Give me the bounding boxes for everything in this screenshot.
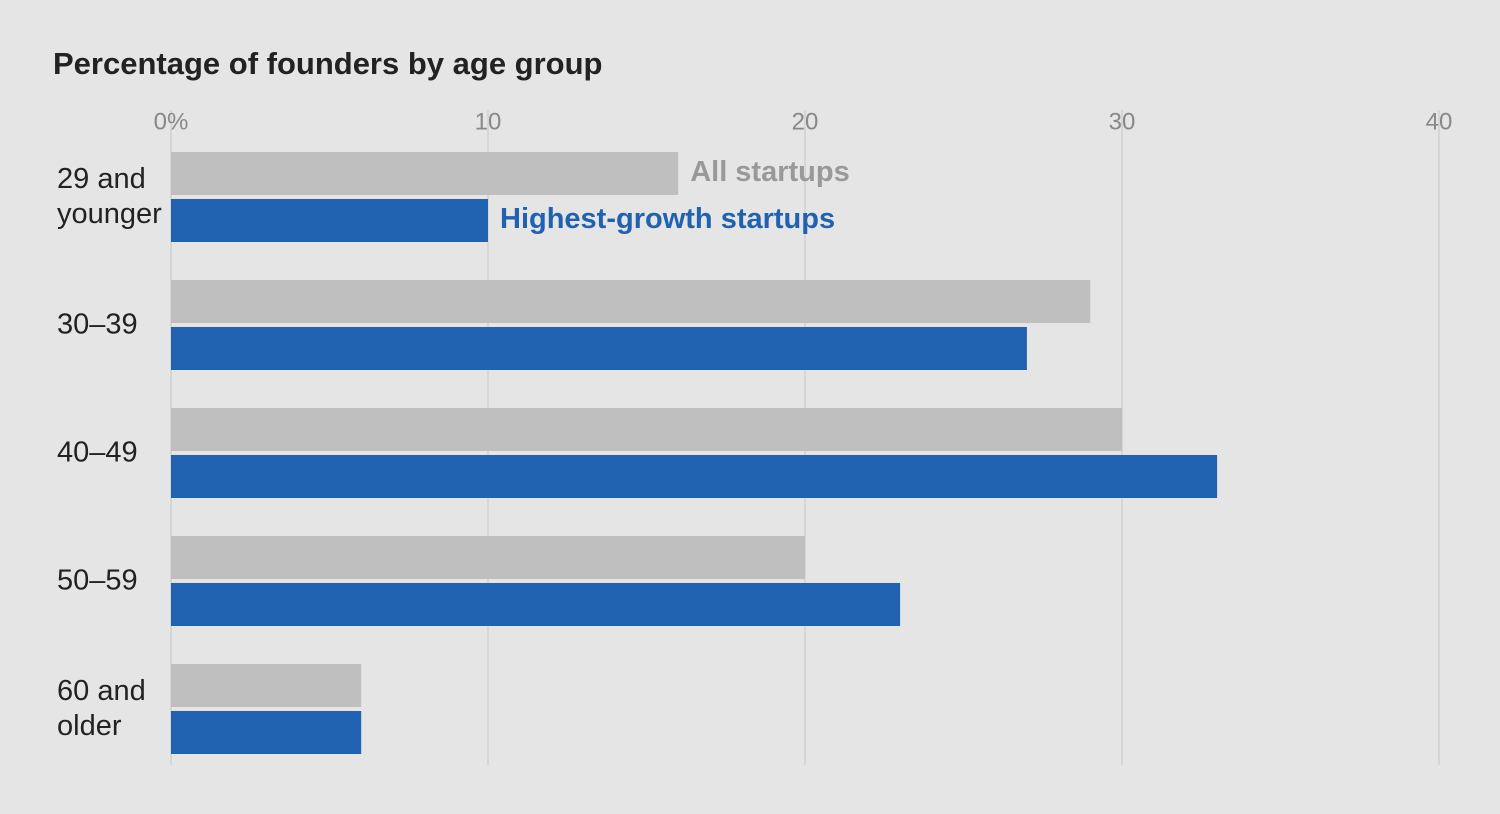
bar	[171, 408, 1122, 451]
category-label: 29 and younger	[57, 163, 162, 230]
bar	[171, 152, 679, 195]
category-label: 30–39	[57, 308, 138, 341]
legend-label: Highest-growth startups	[500, 203, 835, 235]
x-tick-label: 10	[475, 108, 502, 135]
category-label: 50–59	[57, 564, 138, 597]
x-tick-label: 40	[1426, 108, 1453, 135]
bar	[171, 327, 1027, 370]
category-label: 60 and older	[57, 675, 146, 742]
chart-title: Percentage of founders by age group	[53, 46, 602, 81]
bar	[171, 583, 901, 626]
bar	[171, 455, 1218, 498]
bar	[171, 664, 362, 707]
bar	[171, 536, 805, 579]
x-tick-label: 30	[1109, 108, 1136, 135]
legend-label: All startups	[690, 156, 850, 188]
bar	[171, 199, 488, 242]
bar	[171, 280, 1091, 323]
x-tick-label: 20	[792, 108, 819, 135]
category-label: 40–49	[57, 436, 138, 469]
x-tick-label: 0%	[154, 108, 189, 135]
bar	[171, 711, 362, 754]
